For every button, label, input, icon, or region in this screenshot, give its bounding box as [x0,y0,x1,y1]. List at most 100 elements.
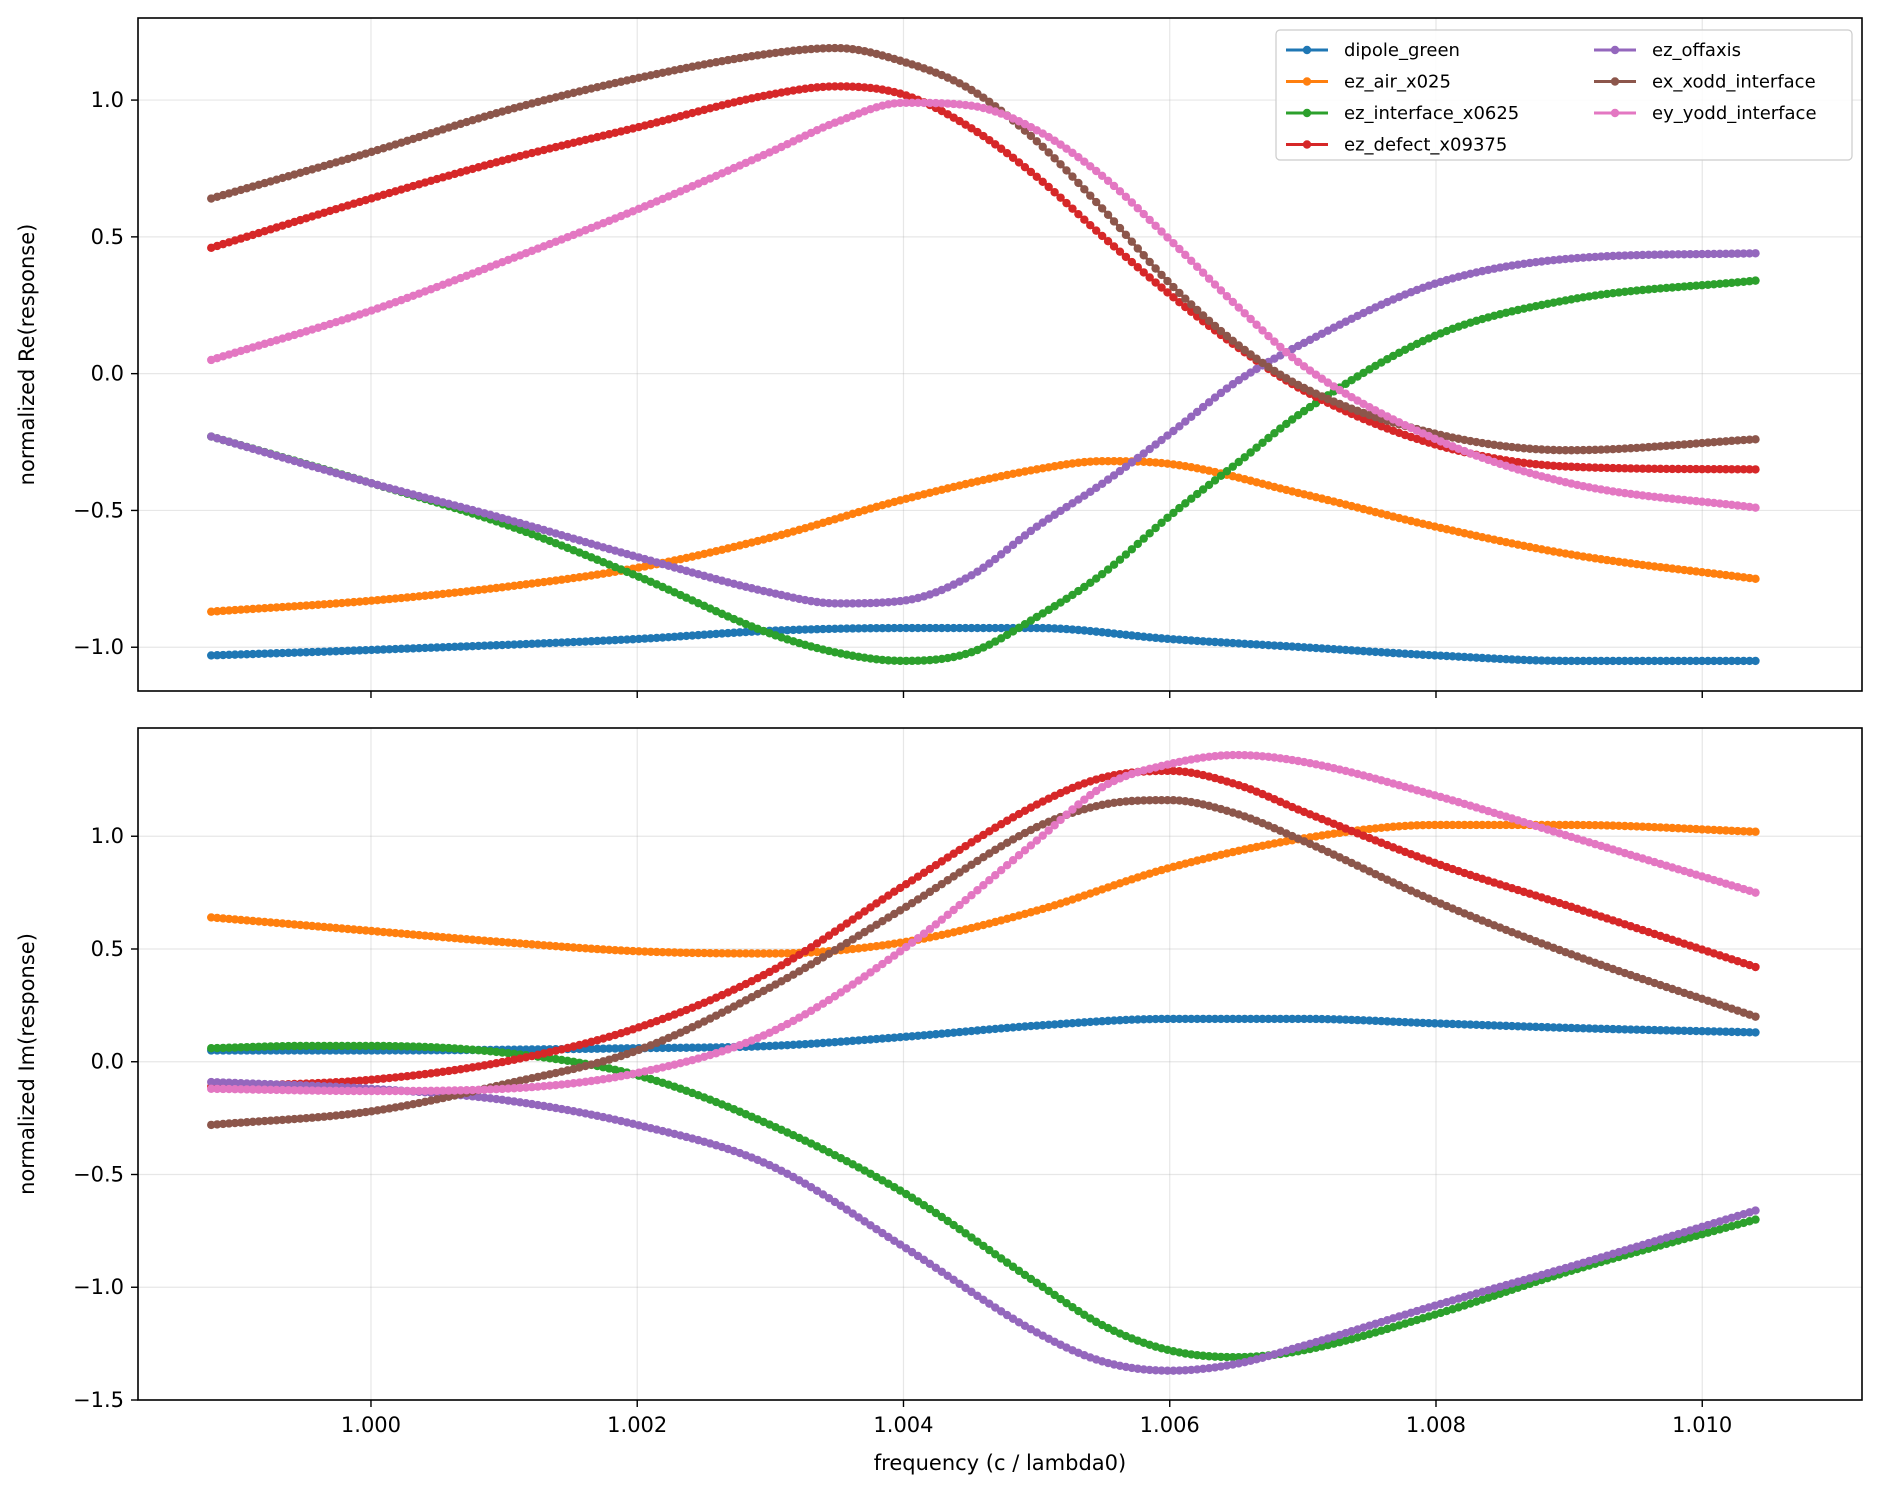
data-point-ex_xodd_interface [1103,210,1113,220]
data-point-dipole_green [207,651,216,660]
data-point-dipole_green [991,623,1000,633]
data-point-dipole_green [1685,1026,1695,1036]
data-point-ez_defect_x09375 [1751,465,1760,474]
data-point-dipole_green [1157,1014,1166,1024]
data-point-ey_yodd_interface [248,1085,257,1094]
data-point-dipole_green [599,1044,608,1053]
data-point-dipole_green [783,625,792,635]
data-point-ez_air_x025 [1495,820,1505,830]
data-point-ey_yodd_interface [515,1083,525,1093]
data-point-ey_yodd_interface [1293,357,1303,367]
data-point-ez_offaxis [1050,510,1059,519]
data-point-dipole_green [1311,643,1321,653]
data-point-dipole_green [486,641,495,650]
data-point-ez_defect_x09375 [836,82,846,91]
data-point-ex_xodd_interface [1204,316,1214,325]
data-point-ey_yodd_interface [830,992,840,1001]
data-point-ez_offaxis [248,1079,257,1088]
y-tick-label: −0.5 [73,1162,124,1186]
data-point-dipole_green [1632,656,1641,666]
data-point-dipole_green [1644,1025,1653,1035]
data-point-ez_offaxis [824,599,834,608]
data-point-ey_yodd_interface [1032,836,1042,845]
data-point-dipole_green [1537,656,1546,665]
data-point-ez_defect_x09375 [1691,464,1701,474]
data-point-dipole_green [1555,1023,1564,1032]
data-point-dipole_green [1602,656,1612,666]
data-point-ez_defect_x09375 [985,135,994,145]
data-point-ez_air_x025 [729,949,739,958]
data-point-ez_air_x025 [1561,820,1570,830]
data-point-ez_air_x025 [1650,822,1659,832]
data-point-ez_defect_x09375 [1133,263,1142,272]
data-point-ez_offaxis [212,1078,222,1087]
data-point-dipole_green [1674,1026,1683,1035]
data-point-ez_interface_x0625 [236,1043,246,1052]
data-point-dipole_green [1567,656,1576,666]
y-tick-label: 1.0 [91,88,124,112]
top-panel: −1.0 −0.5 0.0 0.5 1.0 normalized Re(response)… [15,17,1863,698]
data-point-dipole_green [492,641,501,650]
data-point-ez_air_x025 [1472,820,1481,830]
data-point-dipole_green [866,624,875,633]
data-point-ez_defect_x09375 [830,82,840,91]
data-point-ez_air_x025 [1442,820,1451,830]
data-point-ez_offaxis [830,1197,840,1207]
data-point-ez_offaxis [1721,249,1731,258]
data-point-ez_air_x025 [694,948,703,958]
data-point-ey_yodd_interface [842,984,851,993]
data-point-ex_xodd_interface [1086,191,1095,200]
data-point-dipole_green [783,1040,792,1050]
data-point-ez_air_x025 [1644,822,1653,832]
data-point-dipole_green [1133,1015,1142,1024]
data-point-ez_interface_x0625 [313,1041,323,1051]
data-point-dipole_green [1733,656,1742,666]
data-point-ey_yodd_interface [1050,136,1059,145]
data-point-dipole_green [901,623,911,633]
data-point-ez_interface_x0625 [884,656,893,665]
data-point-ex_xodd_interface [254,1117,263,1126]
data-point-ey_yodd_interface [1192,262,1202,271]
data-point-ez_interface_x0625 [890,656,899,665]
data-point-ey_yodd_interface [848,980,857,989]
data-point-dipole_green [1561,656,1570,666]
data-point-dipole_green [1187,636,1196,645]
data-point-ez_interface_x0625 [1175,503,1184,513]
data-point-dipole_green [985,623,994,633]
data-point-ey_yodd_interface [218,1084,228,1094]
data-point-ey_yodd_interface [1317,374,1327,383]
data-point-ey_yodd_interface [1258,326,1267,335]
data-point-dipole_green [545,638,554,648]
data-point-ey_yodd_interface [1234,303,1243,312]
data-point-ez_offaxis [848,1209,857,1218]
data-point-dipole_green [1216,638,1226,647]
data-point-dipole_green [1210,637,1220,647]
data-point-ez_defect_x09375 [1703,464,1713,474]
data-point-ez_offaxis [872,598,881,608]
data-point-dipole_green [1739,1027,1748,1037]
data-point-ez_air_x025 [1733,826,1742,836]
data-point-ex_xodd_interface [1145,796,1154,805]
data-point-ez_interface_x0625 [913,656,923,665]
data-point-ez_interface_x0625 [1068,590,1077,600]
data-point-ez_air_x025 [705,948,715,958]
data-point-ez_air_x025 [1567,820,1576,830]
data-point-ez_interface_x0625 [444,1043,453,1053]
data-point-ez_air_x025 [1430,820,1439,830]
data-point-dipole_green [1721,656,1731,666]
data-point-ex_xodd_interface [931,883,941,893]
data-point-ez_defect_x09375 [836,923,846,932]
data-point-dipole_green [1383,648,1392,657]
legend-item: ez_offaxis [1594,40,1741,61]
data-point-ez_defect_x09375 [1567,462,1576,471]
data-point-ez_defect_x09375 [1026,167,1036,177]
data-point-ez_defect_x09375 [1650,464,1659,473]
data-point-dipole_green [646,634,655,643]
data-point-ey_yodd_interface [949,905,958,915]
data-point-dipole_green [872,623,881,633]
data-point-ez_offaxis [1590,252,1600,262]
data-point-ey_yodd_interface [985,876,994,885]
data-point-dipole_green [1383,1017,1392,1026]
